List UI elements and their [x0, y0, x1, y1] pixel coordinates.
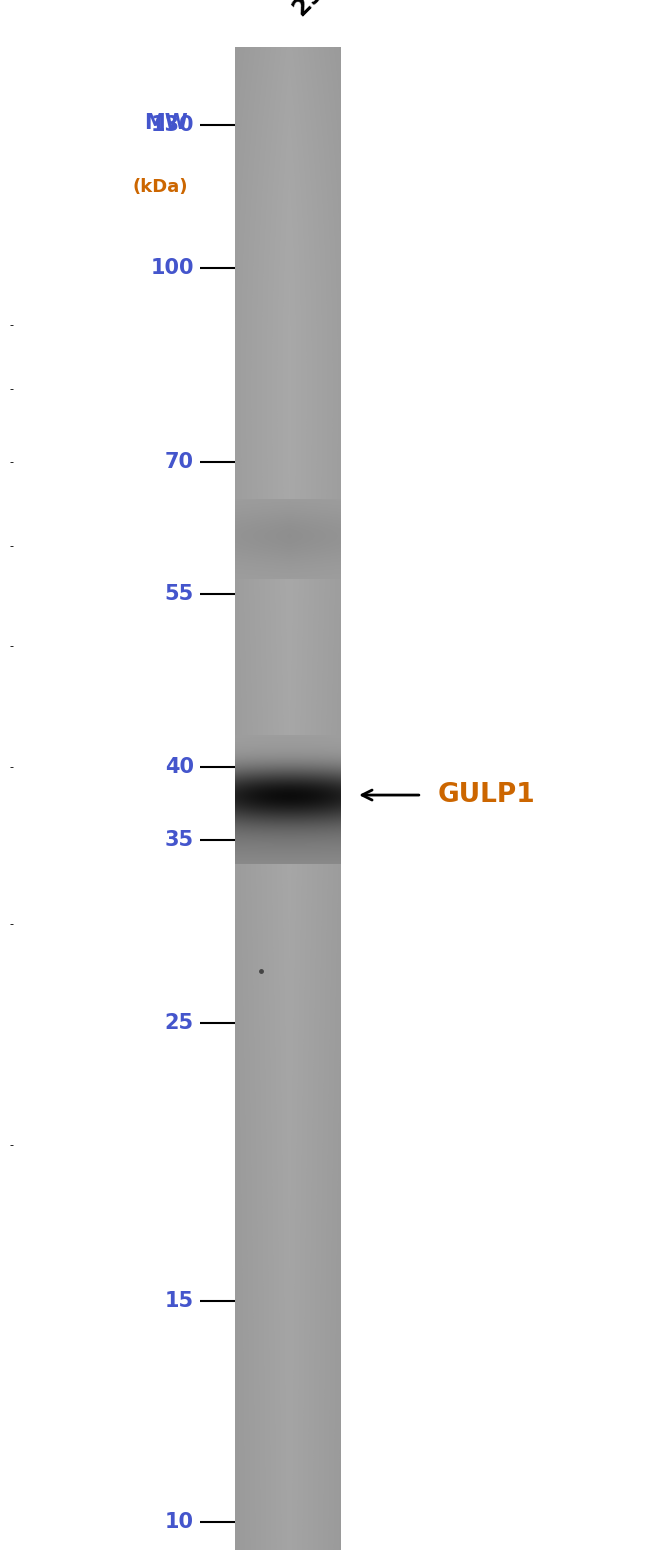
Text: GULP1: GULP1 — [437, 781, 535, 808]
Text: MW: MW — [144, 113, 188, 133]
Text: 130: 130 — [150, 114, 194, 135]
Text: 15: 15 — [165, 1292, 194, 1311]
Text: (kDa): (kDa) — [132, 177, 188, 196]
Text: 25: 25 — [165, 1013, 194, 1034]
Text: 10: 10 — [165, 1513, 194, 1533]
Text: 55: 55 — [164, 584, 194, 603]
Text: 100: 100 — [150, 258, 194, 277]
Text: 70: 70 — [165, 453, 194, 473]
Text: 35: 35 — [165, 830, 194, 850]
Text: 293T: 293T — [287, 0, 351, 20]
Text: 40: 40 — [165, 756, 194, 777]
